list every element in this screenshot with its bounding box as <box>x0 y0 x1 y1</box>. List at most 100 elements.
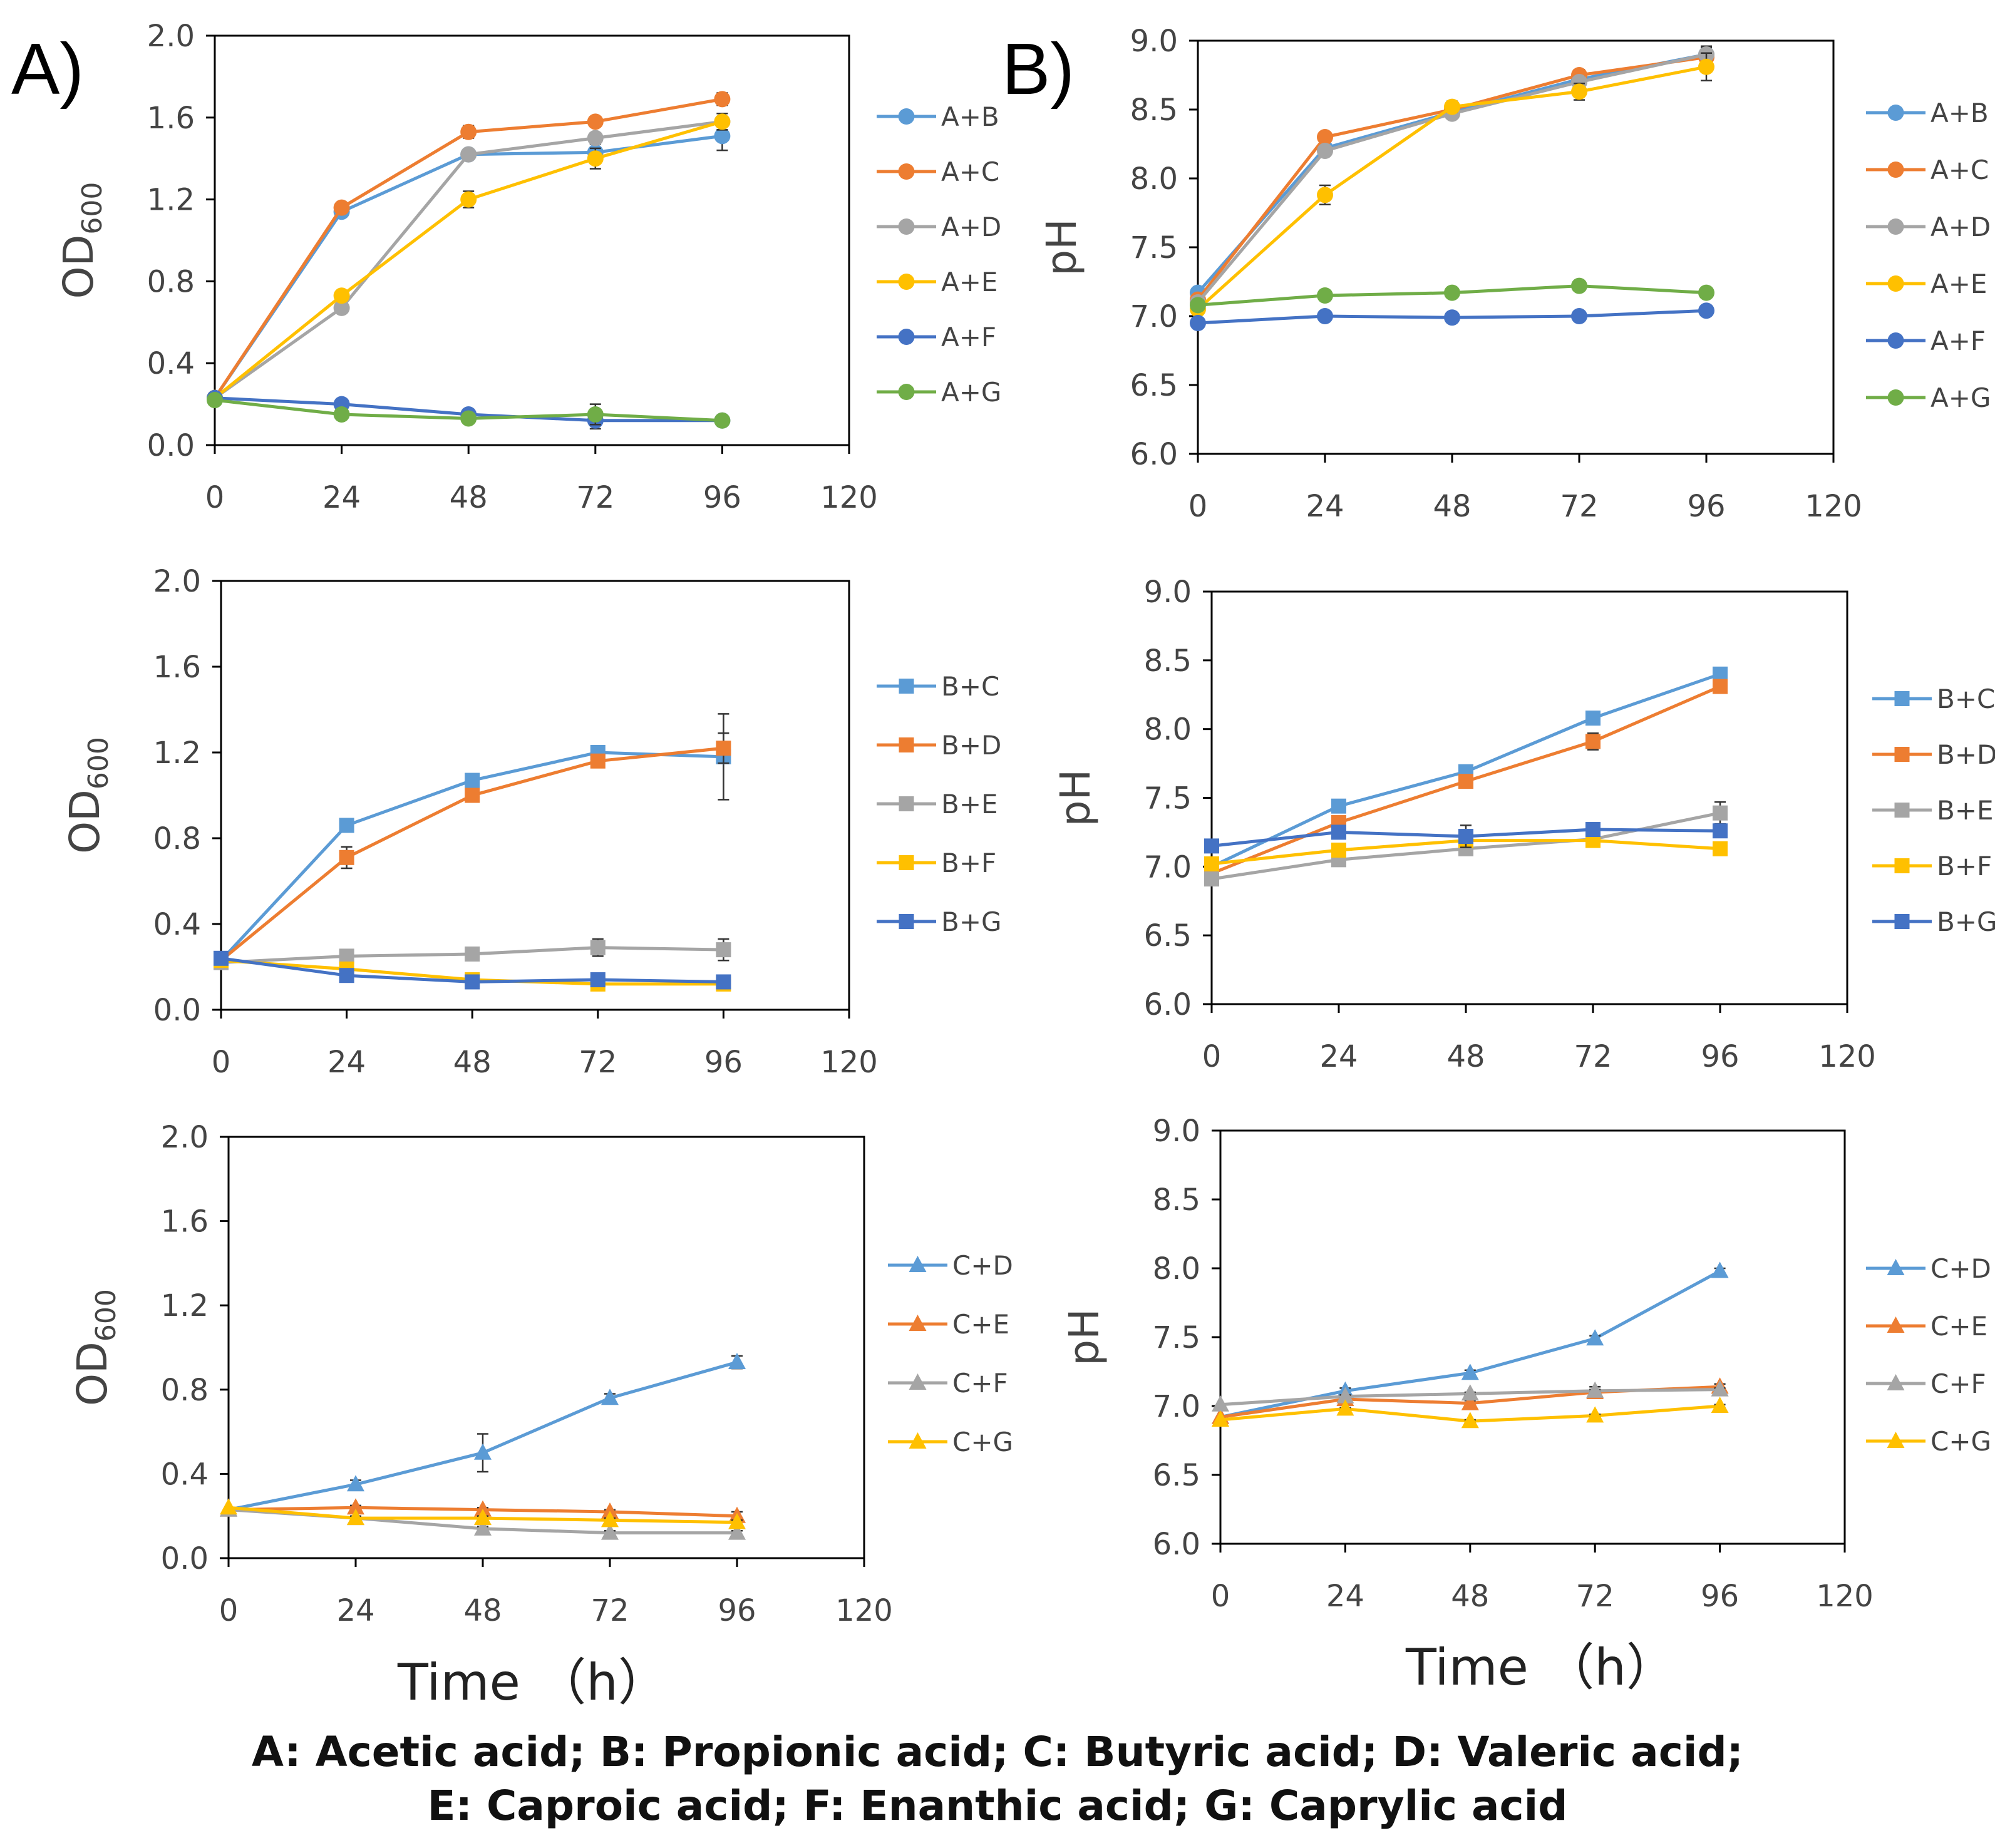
legend-item: B+D <box>877 730 1001 761</box>
series-A+E <box>1190 52 1714 317</box>
x-tick-label: 0 <box>1211 1579 1230 1614</box>
data-point <box>601 1511 619 1527</box>
y-tick-label: 6.5 <box>1153 1458 1200 1493</box>
legend-item: B+G <box>877 906 1002 937</box>
legend-label: C+G <box>952 1427 1013 1457</box>
x-tick-label: 72 <box>576 480 614 515</box>
data-point <box>601 1502 619 1519</box>
data-point <box>590 972 606 988</box>
legend-item: A+F <box>877 322 996 352</box>
legend-label: B+C <box>941 671 999 702</box>
plot-frame <box>1219 1129 1846 1545</box>
data-point <box>1317 187 1333 203</box>
x-tick-label: 120 <box>1816 1579 1874 1614</box>
x-tick-label: 96 <box>703 480 741 515</box>
data-point <box>214 950 229 966</box>
data-point <box>465 788 480 803</box>
y-tick-label: 0.8 <box>147 264 195 299</box>
y-axis-title: pH <box>1051 769 1100 827</box>
data-point <box>474 1443 492 1460</box>
data-point <box>587 130 604 146</box>
legend-marker <box>899 914 914 929</box>
y-tick-label: 0.4 <box>147 346 195 381</box>
y-tick-label: 7.0 <box>1144 850 1192 885</box>
legend-label: C+F <box>952 1368 1008 1399</box>
y-tick-label: 0.4 <box>161 1457 209 1492</box>
data-point <box>1204 871 1219 887</box>
legend-item: C+F <box>1866 1368 1986 1399</box>
legend-marker <box>1894 803 1910 818</box>
x-tick-label: 24 <box>1306 489 1344 524</box>
y-tick-label: 2.0 <box>147 19 195 54</box>
x-tick-label: 96 <box>718 1593 756 1628</box>
x-tick-label: 0 <box>1202 1039 1222 1074</box>
data-point <box>1698 284 1714 301</box>
x-tick-label: 72 <box>1576 1579 1614 1614</box>
legend-label: A+D <box>1931 212 1991 242</box>
y-axis-title: pH <box>1060 1308 1108 1366</box>
legend-marker <box>1887 105 1904 121</box>
legend-marker <box>898 329 915 345</box>
legend-marker <box>1887 218 1904 235</box>
y-tick-label: 9.0 <box>1130 24 1178 59</box>
legend-marker <box>898 384 915 400</box>
data-point <box>207 392 223 409</box>
series-A+D <box>1190 45 1714 311</box>
y-tick-label: 1.6 <box>147 101 195 136</box>
y-tick-label: 7.0 <box>1130 299 1178 334</box>
data-point <box>1204 856 1219 871</box>
data-point <box>1317 129 1333 145</box>
y-tick-label: 7.5 <box>1144 781 1192 816</box>
x-tick-label: 72 <box>1560 489 1598 524</box>
y-tick-label: 6.0 <box>1130 437 1178 472</box>
chart-od-b: 0.0 0.4 0.8 1.2 1.6 2.0 0 24 48 72 96 120 OD600 B+C B+… <box>61 564 1002 1080</box>
y-tick-label: 6.0 <box>1144 987 1192 1022</box>
y-tick-label: 8.5 <box>1153 1183 1200 1218</box>
data-point <box>1317 287 1333 304</box>
data-point <box>1444 309 1460 326</box>
series-A+G <box>1190 277 1714 314</box>
y-tick-label: 0.4 <box>153 907 201 942</box>
legend-item: B+E <box>877 789 998 819</box>
x-tick-label: 0 <box>212 1045 231 1080</box>
data-point <box>333 199 350 216</box>
legend-marker <box>898 163 915 180</box>
legend-label: C+D <box>1931 1253 1991 1284</box>
data-point <box>333 287 350 304</box>
legend-item: A+B <box>877 101 999 132</box>
data-point <box>333 406 350 423</box>
x-tick-label: 120 <box>820 480 878 515</box>
x-tick-label: 24 <box>336 1593 374 1628</box>
data-point <box>339 818 354 833</box>
legend-label: A+F <box>1931 326 1986 356</box>
data-point <box>1571 277 1587 294</box>
chart-od-c: 0.0 0.4 0.8 1.2 1.6 2.0 0 24 48 72 96 120 OD600 C+D C+… <box>68 1120 1013 1628</box>
plot-frame <box>1210 590 1848 1005</box>
data-point <box>347 1498 364 1515</box>
legend-item: B+F <box>1872 851 1992 881</box>
x-tick-label: 96 <box>1701 1579 1739 1614</box>
legend-marker <box>1887 1374 1905 1390</box>
y-tick-label: 9.0 <box>1153 1114 1200 1149</box>
data-point <box>460 410 477 427</box>
data-point <box>1444 98 1460 115</box>
data-point <box>1711 1380 1729 1397</box>
caption-line-1: A: Acetic acid; B: Propionic acid; C: Bu… <box>251 1728 1744 1776</box>
legend-label: A+E <box>941 267 998 297</box>
y-tick-label: 8.5 <box>1144 644 1192 679</box>
legend-marker <box>899 679 914 694</box>
series-B+D <box>214 732 731 968</box>
legend-item: B+D <box>1872 739 1995 770</box>
legend-item: C+E <box>1866 1311 1987 1342</box>
y-axis-title: OD600 <box>61 737 115 854</box>
data-point <box>465 773 480 788</box>
data-point <box>590 753 606 769</box>
x-tick-label: 120 <box>1805 489 1862 524</box>
data-point <box>1698 58 1714 75</box>
x-tick-label: 48 <box>463 1593 502 1628</box>
legend-item: B+C <box>877 671 999 702</box>
plot-frame <box>220 580 850 1011</box>
legend-marker <box>1887 162 1904 178</box>
series-A+C <box>1190 49 1714 308</box>
